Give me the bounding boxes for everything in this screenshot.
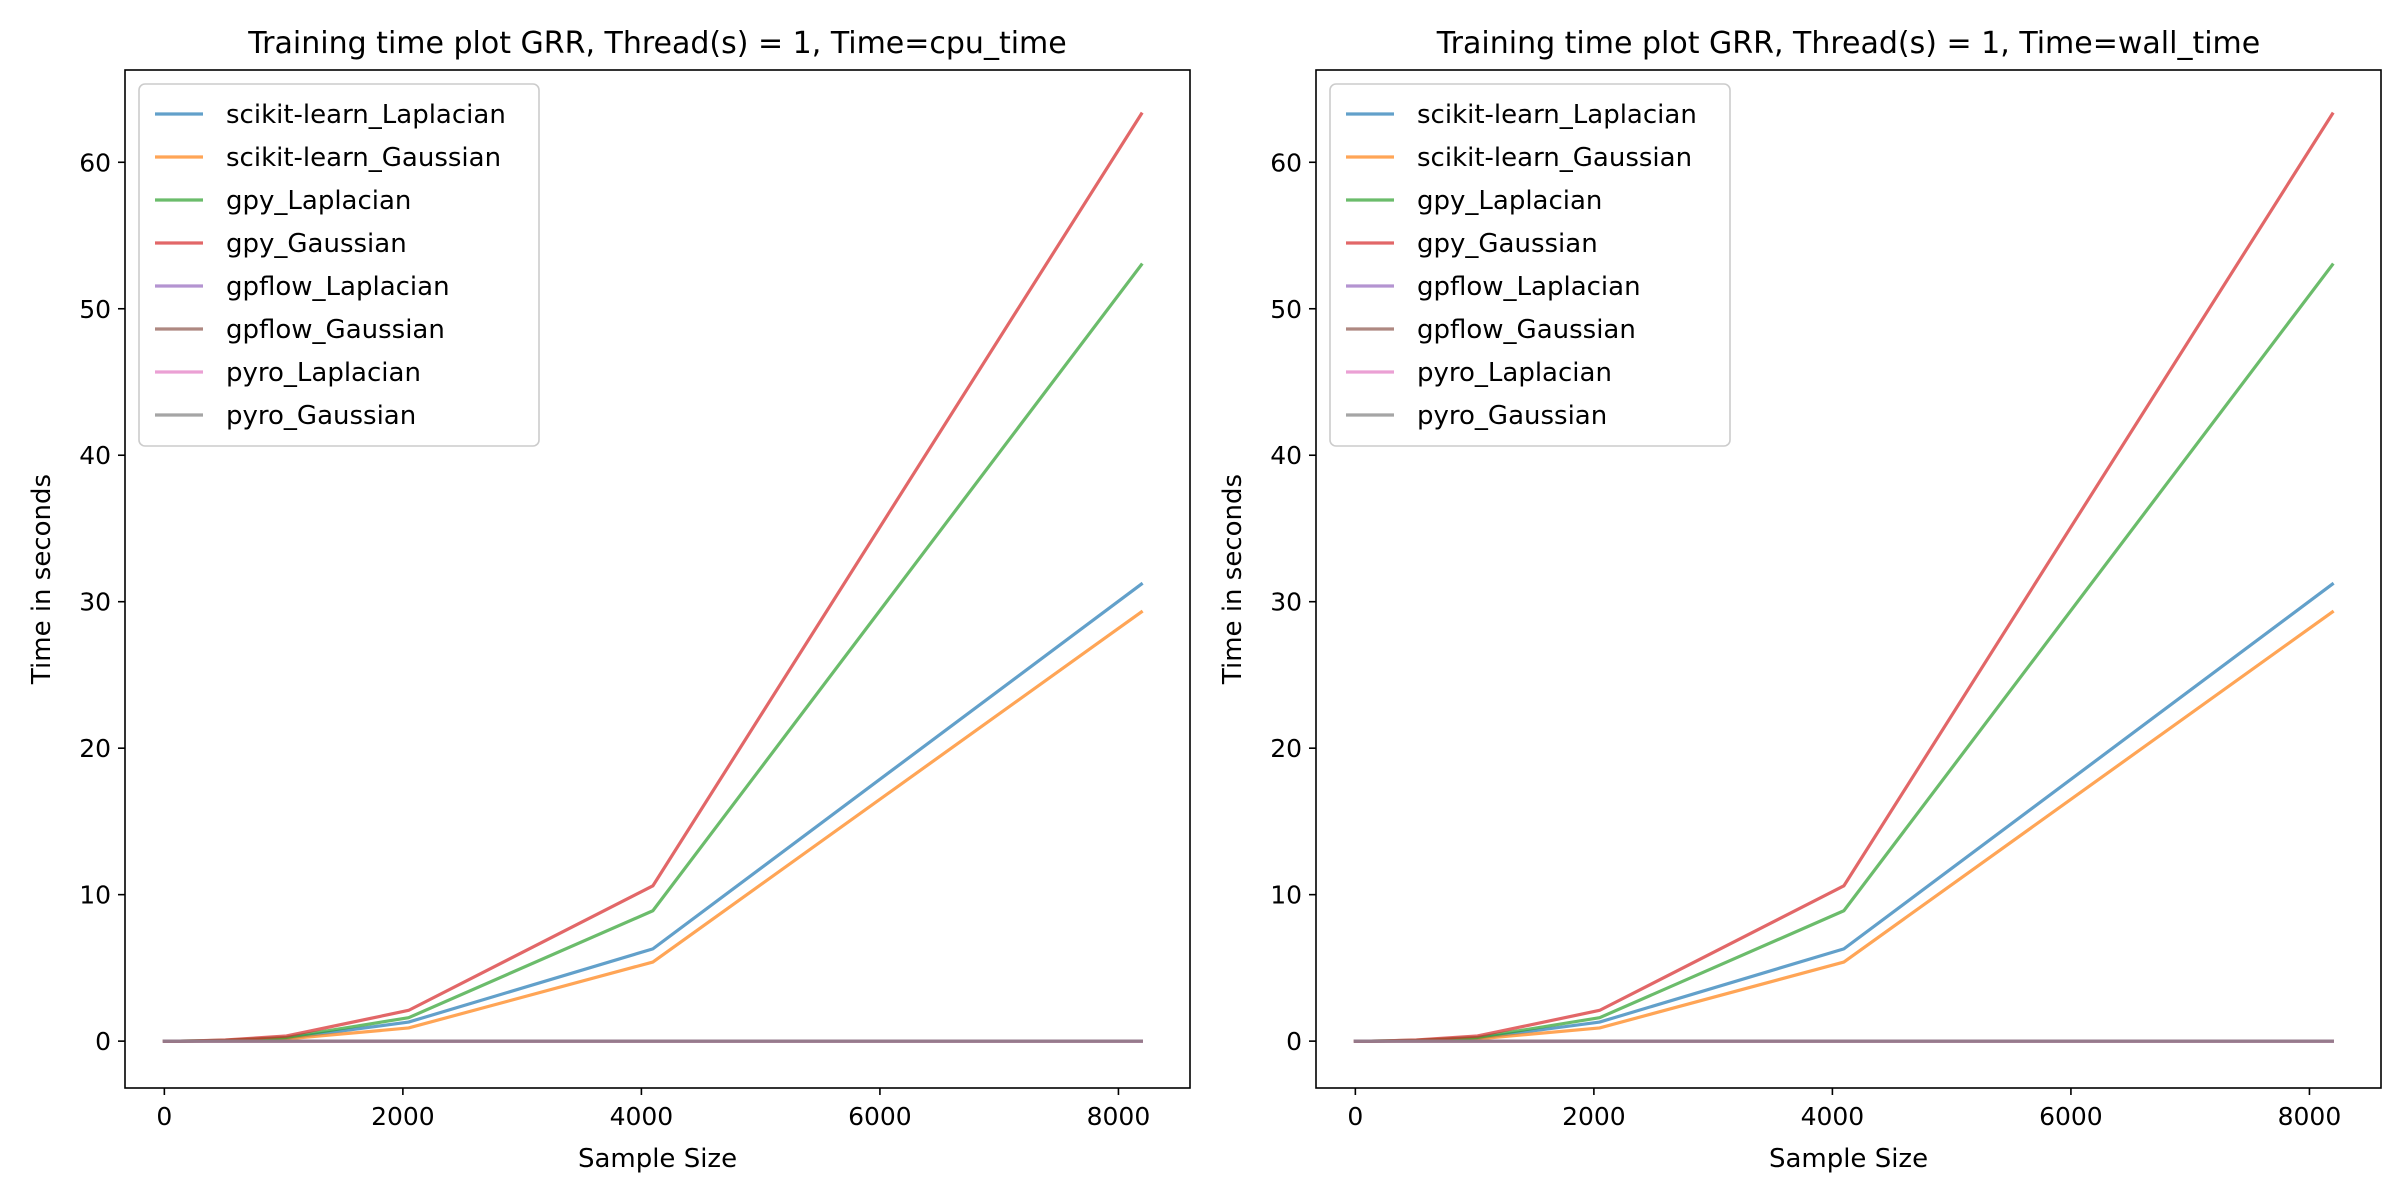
y-tick-label: 0 xyxy=(95,1027,111,1056)
chart-title: Training time plot GRR, Thread(s) = 1, T… xyxy=(1436,26,2261,61)
x-tick-label: 4000 xyxy=(1801,1102,1865,1131)
y-tick-label: 60 xyxy=(1270,148,1302,177)
y-tick-label: 10 xyxy=(1270,881,1302,910)
y-tick-label: 0 xyxy=(1286,1027,1302,1056)
legend-label-scikit-learn_Gaussian: scikit-learn_Gaussian xyxy=(1417,143,1692,173)
chart-title: Training time plot GRR, Thread(s) = 1, T… xyxy=(247,26,1066,61)
y-tick-label: 50 xyxy=(1270,295,1302,324)
y-tick-label: 40 xyxy=(79,441,111,470)
series-line-scikit-learn_Laplacian xyxy=(162,581,1144,1043)
legend-label-gpy_Laplacian: gpy_Laplacian xyxy=(1417,186,1602,216)
x-axis-label: Sample Size xyxy=(1769,1144,1928,1174)
legend-label-gpflow_Laplacian: gpflow_Laplacian xyxy=(1417,272,1641,302)
legend-label-scikit-learn_Laplacian: scikit-learn_Laplacian xyxy=(226,100,506,130)
legend-label-gpflow_Laplacian: gpflow_Laplacian xyxy=(226,272,450,302)
y-tick-label: 30 xyxy=(79,588,111,617)
x-tick-label: 6000 xyxy=(2039,1102,2103,1131)
y-tick-label: 30 xyxy=(1270,588,1302,617)
series-lines xyxy=(1353,111,2335,1043)
legend-label-gpflow_Gaussian: gpflow_Gaussian xyxy=(1417,315,1636,345)
legend-box xyxy=(138,83,540,447)
legend-label-pyro_Laplacian: pyro_Laplacian xyxy=(226,358,421,388)
y-axis-label: Time in seconds xyxy=(1218,474,1248,685)
x-tick-label: 6000 xyxy=(848,1102,912,1131)
x-tick-label: 4000 xyxy=(610,1102,674,1131)
chart-panel-2: 0 2000 4000 6000 8000 0 10 20 30 40 50 60 Training t… xyxy=(1218,26,2382,1174)
y-tick-label: 50 xyxy=(79,295,111,324)
series-lines xyxy=(162,111,1144,1043)
legend-label-pyro_Gaussian: pyro_Gaussian xyxy=(1417,401,1607,431)
y-tick-label: 60 xyxy=(79,148,111,177)
series-line-scikit-learn_Laplacian xyxy=(1353,581,2335,1043)
series-line-scikit-learn_Gaussian xyxy=(162,609,1144,1043)
x-tick-label: 2000 xyxy=(1562,1102,1626,1131)
legend-label-pyro_Gaussian: pyro_Gaussian xyxy=(226,401,416,431)
y-tick-label: 40 xyxy=(1270,441,1302,470)
legend-label-gpy_Laplacian: gpy_Laplacian xyxy=(226,186,411,216)
axes-frame xyxy=(124,69,1191,1089)
x-tick-label: 2000 xyxy=(371,1102,435,1131)
legend-label-scikit-learn_Gaussian: scikit-learn_Gaussian xyxy=(226,143,501,173)
y-axis-label: Time in seconds xyxy=(27,474,57,685)
legend-label-gpy_Gaussian: gpy_Gaussian xyxy=(1417,229,1598,259)
x-tick-label: 8000 xyxy=(1087,1102,1151,1131)
legend: scikit-learn_Laplacian scikit-learn_Gauss… xyxy=(138,83,540,447)
y-tick-label: 20 xyxy=(1270,734,1302,763)
y-tick-label: 10 xyxy=(79,881,111,910)
legend-label-scikit-learn_Laplacian: scikit-learn_Laplacian xyxy=(1417,100,1697,130)
legend-label-pyro_Laplacian: pyro_Laplacian xyxy=(1417,358,1612,388)
legend-label-gpy_Gaussian: gpy_Gaussian xyxy=(226,229,407,259)
x-tick-label: 8000 xyxy=(2278,1102,2342,1131)
series-line-scikit-learn_Gaussian xyxy=(1353,609,2335,1043)
legend-box xyxy=(1329,83,1731,447)
legend: scikit-learn_Laplacian scikit-learn_Gauss… xyxy=(1329,83,1731,447)
legend-label-gpflow_Gaussian: gpflow_Gaussian xyxy=(226,315,445,345)
x-tick-label: 0 xyxy=(1347,1102,1363,1131)
x-axis-label: Sample Size xyxy=(578,1144,737,1174)
x-tick-label: 0 xyxy=(156,1102,172,1131)
chart-panel-1: 0 2000 4000 6000 8000 0 10 20 30 40 50 60 Training t… xyxy=(27,26,1191,1174)
axes-frame xyxy=(1315,69,2382,1089)
y-tick-label: 20 xyxy=(79,734,111,763)
